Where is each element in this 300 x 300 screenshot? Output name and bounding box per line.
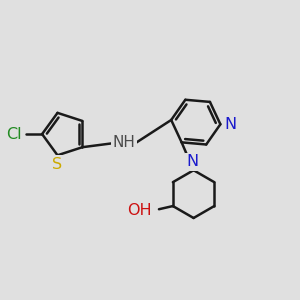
Text: NH: NH [113, 135, 136, 150]
Text: N: N [224, 117, 236, 132]
Text: N: N [187, 154, 199, 169]
Text: Cl: Cl [6, 127, 21, 142]
Text: S: S [52, 157, 63, 172]
Text: OH: OH [127, 202, 152, 217]
